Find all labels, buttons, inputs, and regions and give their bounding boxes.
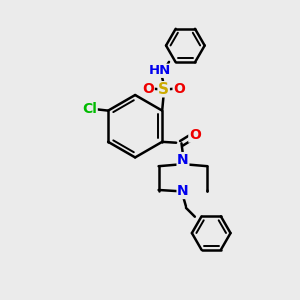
Text: O: O (173, 82, 185, 96)
Text: N: N (177, 153, 189, 167)
Text: S: S (158, 82, 169, 97)
Text: O: O (142, 82, 154, 96)
Text: O: O (189, 128, 201, 142)
Text: HN: HN (149, 64, 171, 77)
Text: N: N (177, 184, 189, 199)
Text: Cl: Cl (82, 102, 97, 116)
